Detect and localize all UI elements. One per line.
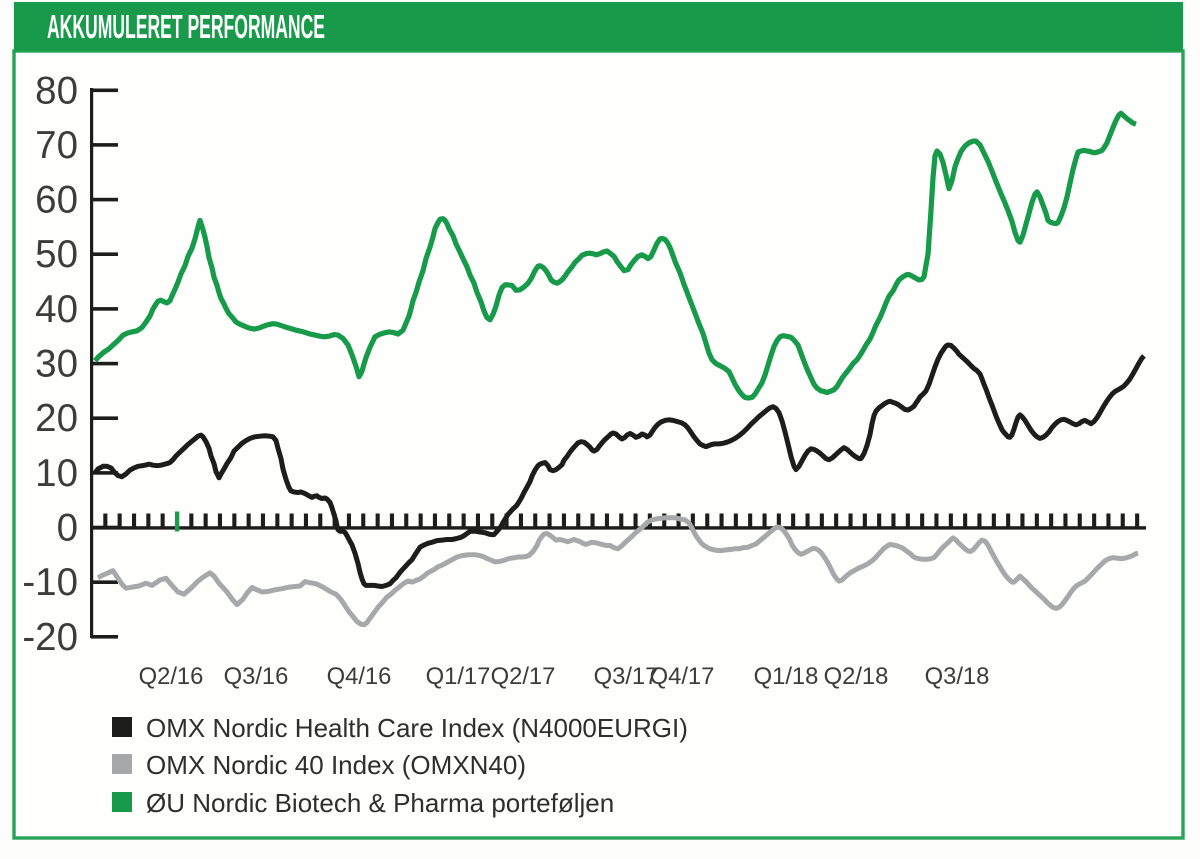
svg-text:-10: -10 (22, 561, 78, 604)
svg-text:Q3/16: Q3/16 (224, 663, 289, 690)
svg-text:Q4/16: Q4/16 (327, 663, 392, 690)
svg-text:30: 30 (35, 343, 78, 386)
svg-text:0: 0 (57, 507, 78, 550)
svg-text:20: 20 (35, 397, 78, 440)
svg-text:Q3/17: Q3/17 (594, 663, 659, 690)
svg-text:OMX Nordic 40 Index (OMXN40): OMX Nordic 40 Index (OMXN40) (146, 750, 526, 780)
svg-text:Q2/17: Q2/17 (491, 663, 556, 690)
svg-text:ØU Nordic Biotech & Pharma por: ØU Nordic Biotech & Pharma porteføljen (146, 788, 614, 818)
svg-text:Q3/18: Q3/18 (925, 663, 990, 690)
svg-text:Q2/16: Q2/16 (139, 663, 204, 690)
svg-text:Q2/18: Q2/18 (824, 663, 889, 690)
svg-text:80: 80 (35, 69, 78, 112)
svg-text:AKKUMULERET PERFORMANCE: AKKUMULERET PERFORMANCE (47, 8, 325, 45)
svg-text:Q1/18: Q1/18 (754, 663, 819, 690)
svg-text:10: 10 (35, 452, 78, 495)
svg-text:-20: -20 (22, 616, 78, 659)
svg-text:Q1/17: Q1/17 (426, 663, 491, 690)
svg-text:60: 60 (35, 179, 78, 222)
svg-text:40: 40 (35, 288, 78, 331)
svg-text:OMX Nordic Health Care Index (: OMX Nordic Health Care Index (N4000EURGI… (146, 713, 688, 743)
svg-text:50: 50 (35, 233, 78, 276)
svg-text:70: 70 (35, 124, 78, 167)
svg-text:Q4/17: Q4/17 (650, 663, 715, 690)
